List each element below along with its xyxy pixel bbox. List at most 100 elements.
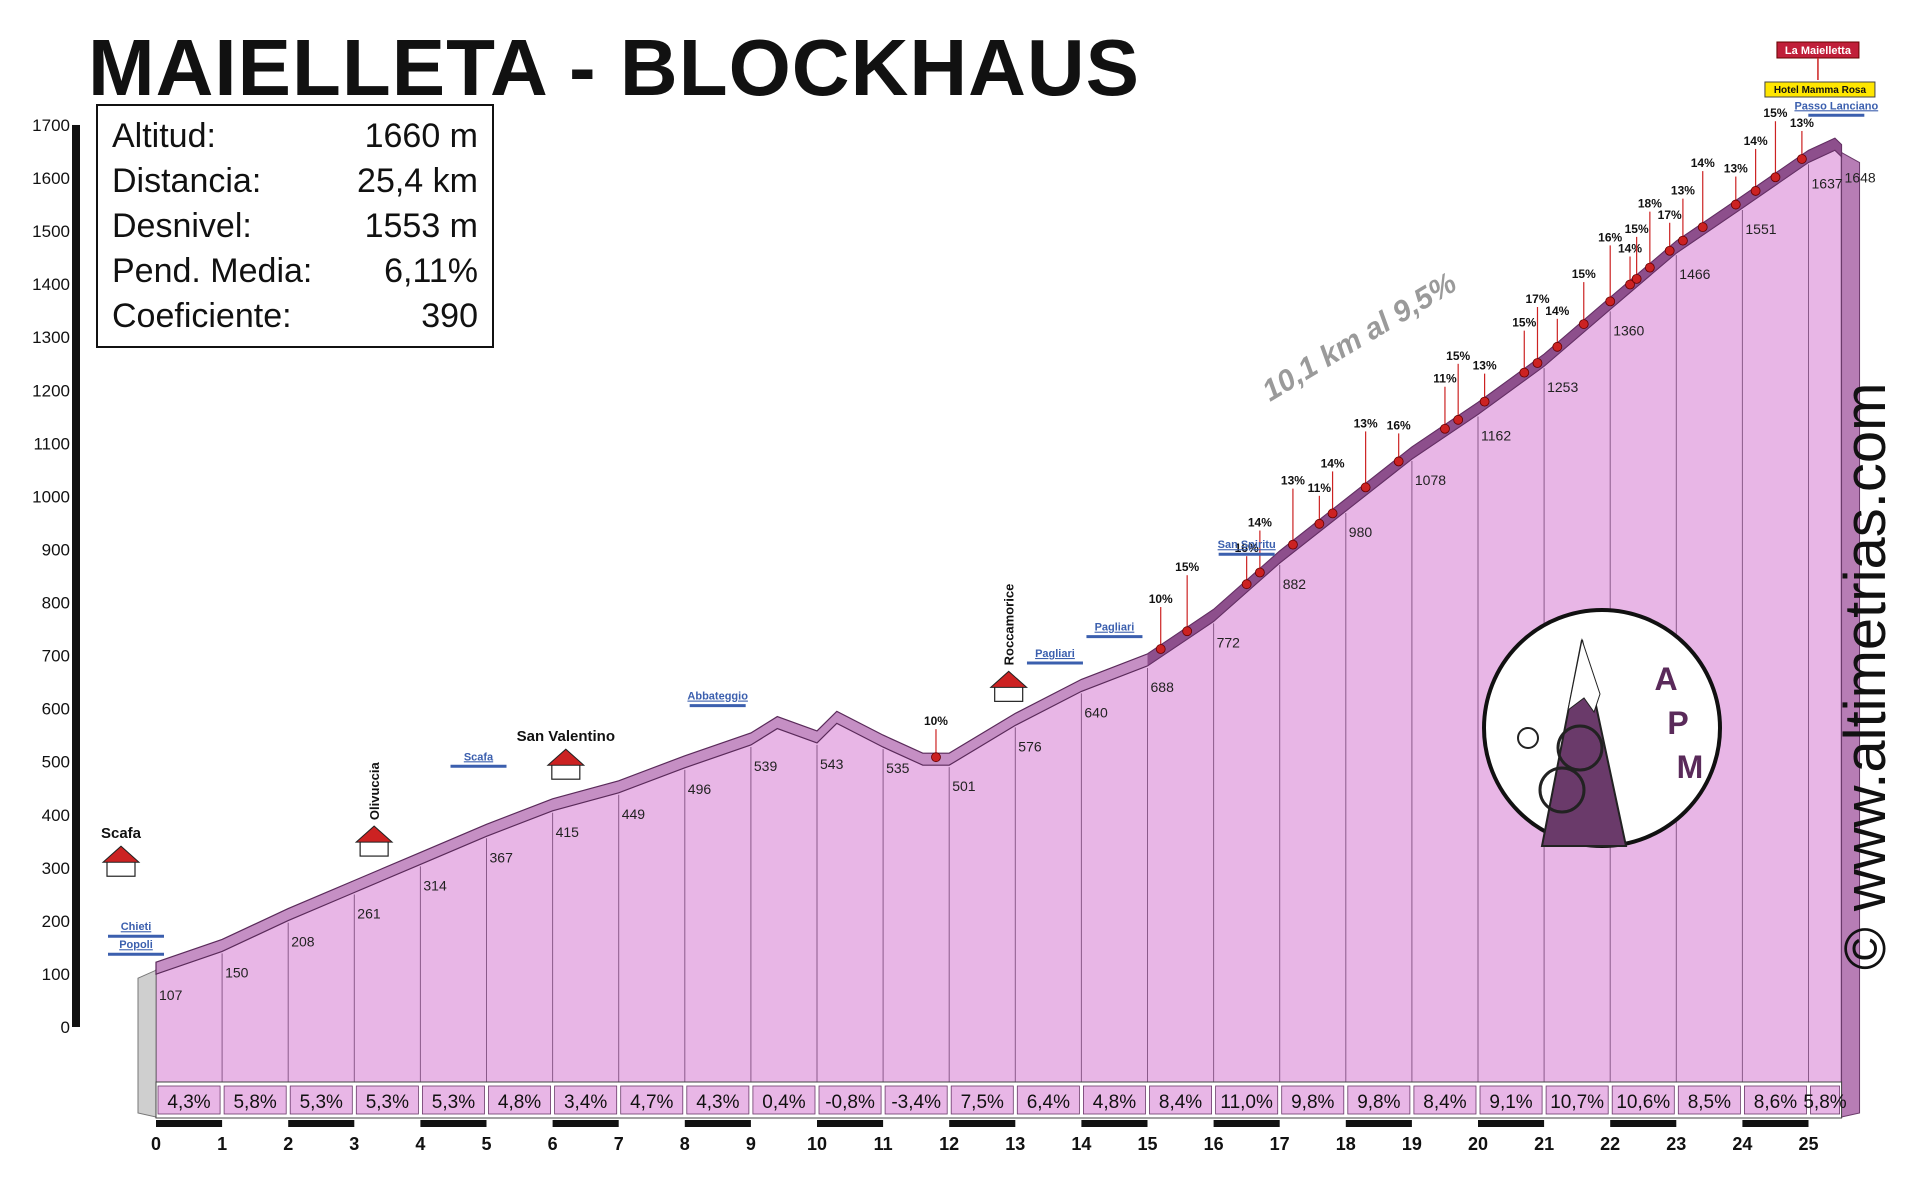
x-tick-label: 2 bbox=[283, 1134, 293, 1154]
x-tick-label: 14 bbox=[1071, 1134, 1091, 1154]
gradient-label: -3,4% bbox=[891, 1092, 941, 1113]
gradient-cell bbox=[1545, 1085, 1609, 1115]
altitude-label: 1360 bbox=[1613, 322, 1644, 338]
hotel-label: Hotel Mamma Rosa bbox=[1774, 85, 1867, 96]
ramp-label: 11% bbox=[1308, 481, 1332, 495]
ramp-dot bbox=[1770, 172, 1781, 183]
x-axis-band bbox=[156, 1120, 223, 1127]
x-tick-label: 18 bbox=[1336, 1134, 1356, 1154]
ramp-label: 14% bbox=[1545, 304, 1569, 318]
ramp-dot bbox=[1578, 319, 1589, 329]
ramp-label: 13% bbox=[1724, 162, 1748, 176]
altitude-label: 1253 bbox=[1547, 379, 1578, 395]
ramp-label: 15% bbox=[1446, 349, 1470, 363]
ramp-label: 14% bbox=[1618, 242, 1642, 256]
x-axis-band bbox=[420, 1120, 487, 1127]
x-tick-label: 25 bbox=[1798, 1134, 1818, 1154]
x-axis-band bbox=[1478, 1120, 1545, 1127]
gradient-label: 4,8% bbox=[498, 1092, 541, 1113]
gradient-cell bbox=[554, 1085, 618, 1115]
x-axis-band bbox=[817, 1120, 884, 1127]
gradient-label: 5,8% bbox=[233, 1092, 276, 1113]
ramp-label: 16% bbox=[1598, 230, 1622, 244]
roof-icon bbox=[101, 845, 141, 863]
cyclist-icon bbox=[1517, 727, 1539, 749]
gradient-label: 8,6% bbox=[1754, 1092, 1797, 1113]
gradient-cell bbox=[1611, 1085, 1675, 1115]
gradient-cell bbox=[488, 1085, 551, 1115]
gradient-label: 7,5% bbox=[961, 1092, 1004, 1113]
junction-label: Pagliari bbox=[1095, 622, 1135, 634]
gradient-label: 4,3% bbox=[696, 1092, 739, 1113]
y-tick-label: 0 bbox=[61, 1018, 70, 1037]
ramp-label: 13% bbox=[1473, 359, 1497, 373]
x-tick-label: 22 bbox=[1600, 1134, 1620, 1154]
ramp-dot bbox=[1241, 579, 1252, 590]
ramp-label: 17% bbox=[1525, 292, 1549, 306]
x-tick-label: 6 bbox=[548, 1134, 558, 1154]
snowcap-icon bbox=[1567, 638, 1601, 714]
gradient-label: -0,8% bbox=[825, 1092, 875, 1113]
x-tick-label: 5 bbox=[481, 1134, 491, 1154]
gradient-cell bbox=[818, 1085, 882, 1115]
logo-letter: P bbox=[1667, 705, 1688, 741]
gradient-cell bbox=[1016, 1085, 1080, 1115]
stat-value: 6,11% bbox=[384, 252, 478, 290]
summit-label: La Maielletta bbox=[1785, 45, 1852, 57]
ramp-label: 14% bbox=[1744, 134, 1768, 148]
y-tick-label: 1300 bbox=[32, 328, 70, 347]
x-tick-label: 19 bbox=[1402, 1134, 1422, 1154]
altitude-label: 772 bbox=[1217, 634, 1241, 650]
y-tick-label: 100 bbox=[42, 965, 70, 984]
gradient-cell bbox=[752, 1085, 816, 1115]
altitude-label: 1162 bbox=[1481, 427, 1511, 443]
x-axis-band bbox=[1213, 1120, 1280, 1127]
ramp-dot bbox=[1605, 296, 1616, 307]
altitude-label: 449 bbox=[622, 806, 646, 822]
y-tick-label: 1100 bbox=[33, 434, 70, 453]
altitude-label: 640 bbox=[1084, 704, 1108, 720]
x-tick-label: 17 bbox=[1270, 1134, 1290, 1154]
altitude-label: 1551 bbox=[1745, 221, 1776, 237]
ramp-dot bbox=[1678, 235, 1688, 246]
junction-label: San Spiritu bbox=[1218, 539, 1276, 551]
ramp-dot bbox=[1288, 539, 1298, 550]
ramp-label: 14% bbox=[1248, 516, 1272, 530]
wheel-icon bbox=[1556, 724, 1604, 772]
altitude-label: 314 bbox=[423, 877, 447, 893]
ramp-dot bbox=[1155, 644, 1166, 654]
y-tick-label: 1600 bbox=[32, 169, 70, 188]
x-axis-band bbox=[949, 1120, 1016, 1127]
roof-icon bbox=[354, 825, 394, 843]
ramp-dot bbox=[1730, 199, 1741, 210]
x-tick-label: 23 bbox=[1666, 1134, 1686, 1154]
gradient-label: 10,6% bbox=[1616, 1092, 1670, 1113]
profile-right-face bbox=[1841, 151, 1861, 1118]
ramp-label: 10% bbox=[1149, 592, 1173, 606]
altitude-label: 261 bbox=[357, 906, 381, 922]
apm-logo: APM bbox=[1482, 608, 1722, 848]
x-tick-label: 16 bbox=[1204, 1134, 1224, 1154]
gradient-cell bbox=[950, 1085, 1014, 1115]
junction-label: Pagliari bbox=[1035, 648, 1075, 660]
gradient-cell bbox=[620, 1085, 684, 1115]
junction-label: Popoli bbox=[119, 939, 153, 951]
gradient-cell bbox=[1215, 1085, 1279, 1115]
ramp-dot bbox=[1631, 273, 1642, 284]
stat-label: Distancia: bbox=[112, 162, 262, 200]
stat-label: Coeficiente: bbox=[112, 297, 292, 335]
x-tick-label: 9 bbox=[746, 1134, 756, 1154]
y-tick-label: 700 bbox=[42, 647, 70, 666]
stats-box: Altitud: 1660 m Distancia: 25,4 km Desni… bbox=[96, 104, 494, 348]
y-tick-label: 1400 bbox=[32, 275, 70, 294]
altitude-label: 1466 bbox=[1679, 266, 1710, 282]
gradient-label: 9,8% bbox=[1291, 1092, 1334, 1113]
y-tick-label: 1500 bbox=[32, 222, 70, 241]
altitude-label: 208 bbox=[291, 934, 315, 950]
altitude-label: 107 bbox=[159, 987, 183, 1003]
ramp-label: 15% bbox=[1512, 316, 1536, 330]
y-tick-label: 1000 bbox=[32, 487, 70, 506]
ramp-dot bbox=[1625, 279, 1635, 290]
gradient-label: 9,8% bbox=[1357, 1092, 1400, 1113]
